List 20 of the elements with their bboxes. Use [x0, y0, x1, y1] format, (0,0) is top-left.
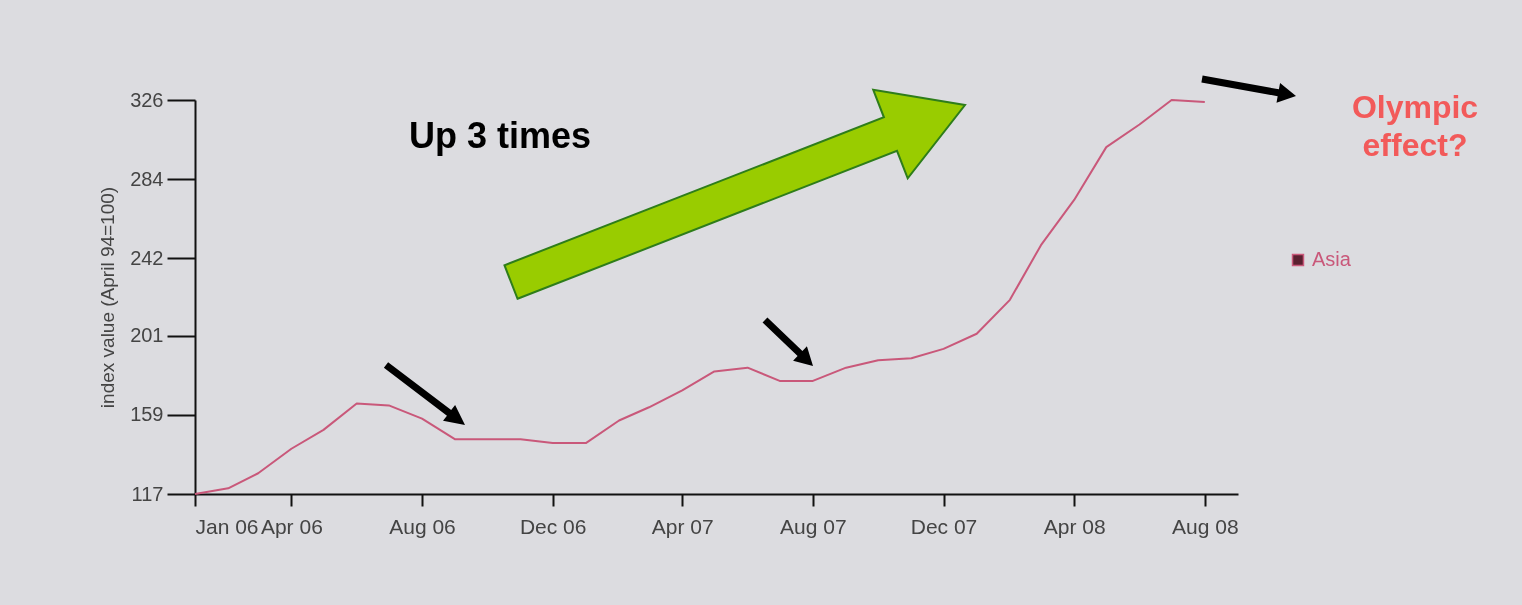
- x-tick-label: Aug 08: [1172, 514, 1239, 538]
- x-tick-label: Aug 06: [389, 514, 456, 538]
- x-tick-label: Jan 06: [195, 514, 259, 538]
- x-tick-label: Apr 06: [260, 514, 323, 538]
- x-tick-label: Dec 06: [519, 514, 587, 538]
- line-series: [194, 99, 1206, 495]
- x-tick-label: Aug 07: [780, 514, 847, 538]
- x-tick-label: Dec 07: [910, 514, 978, 538]
- y-tick-label: 326: [130, 88, 164, 111]
- y-tick-label: 284: [130, 167, 164, 190]
- x-tick-label: Apr 08: [1043, 514, 1106, 538]
- text: Olympic effect?: [1351, 89, 1479, 163]
- legend-label: Asia: [1312, 248, 1352, 270]
- x-tick-label: Apr 07: [651, 514, 714, 538]
- y-tick-label: 117: [131, 482, 164, 505]
- y-axis-title: index value (April 94=100): [97, 186, 119, 409]
- y-tick-label: 242: [130, 246, 164, 269]
- annotation: Up 3 times: [408, 115, 592, 156]
- y-tick-label: 201: [130, 324, 164, 347]
- y-tick-label: 159: [130, 403, 164, 426]
